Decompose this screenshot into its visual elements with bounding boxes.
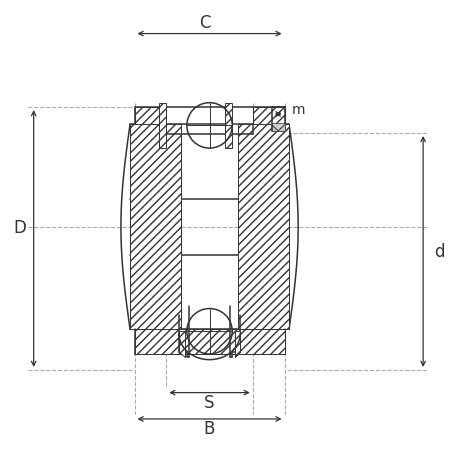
Bar	[271, 123, 284, 132]
Bar	[158, 103, 166, 149]
Text: S: S	[204, 393, 214, 411]
Bar	[134, 108, 166, 125]
Polygon shape	[234, 331, 240, 358]
Text: D: D	[14, 218, 27, 236]
Bar	[252, 108, 284, 125]
Text: m: m	[291, 103, 304, 117]
Text: B: B	[203, 419, 215, 437]
Text: C: C	[199, 14, 210, 32]
Bar	[224, 103, 232, 149]
Text: d: d	[433, 243, 443, 261]
Bar	[130, 125, 181, 329]
Bar	[237, 125, 288, 329]
Bar	[134, 329, 284, 354]
Polygon shape	[179, 331, 184, 358]
